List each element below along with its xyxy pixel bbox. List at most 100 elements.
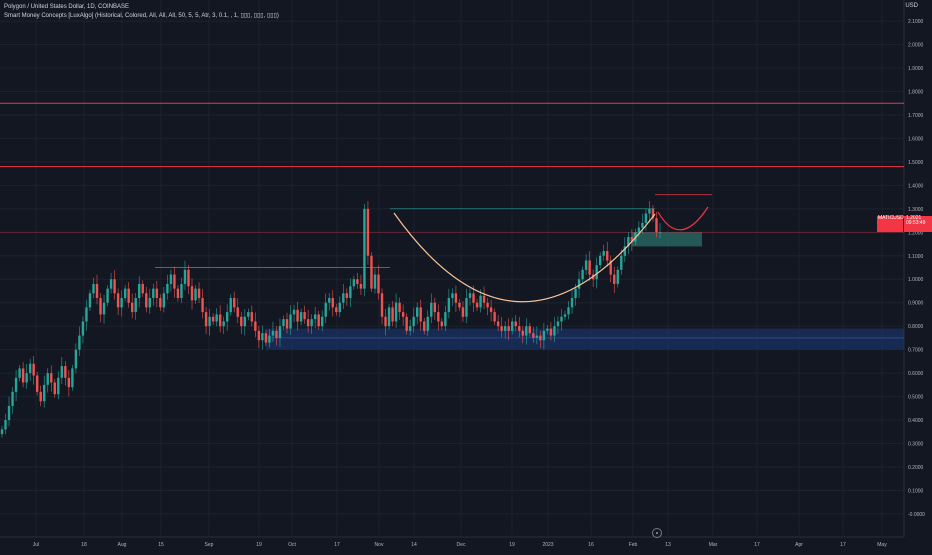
candle-body xyxy=(197,288,201,299)
candle-body xyxy=(342,293,345,303)
candle-body xyxy=(651,208,655,219)
candle-body xyxy=(123,288,127,299)
symbol-title[interactable]: Polygon / United States Dollar, 1D, COIN… xyxy=(4,4,130,10)
candle-body xyxy=(370,255,373,289)
candle-body xyxy=(514,321,517,327)
candle-body xyxy=(595,265,598,280)
x-tick-label: 19 xyxy=(509,542,515,548)
candle-body xyxy=(11,391,14,406)
y-tick-label: 1.6000 xyxy=(908,136,924,142)
candle-body xyxy=(475,302,479,308)
candle-body xyxy=(423,321,426,331)
candle-body xyxy=(159,298,162,308)
y-tick-label: 1.9000 xyxy=(908,66,924,72)
candle-body xyxy=(380,293,384,317)
candle-body xyxy=(556,321,560,327)
candle-body xyxy=(363,208,366,289)
y-tick-label: 1.7000 xyxy=(908,113,924,119)
candle-body xyxy=(567,307,570,315)
candle-body xyxy=(598,255,602,266)
candle-body xyxy=(616,269,619,284)
candle-body xyxy=(553,326,556,336)
candle-body xyxy=(317,314,320,327)
indicator-title[interactable]: Smart Money Concepts [LuxAlgo] (Historic… xyxy=(4,13,279,19)
y-tick-label: 0.2000 xyxy=(908,465,924,471)
candle-body xyxy=(85,307,88,322)
candle-body xyxy=(261,333,264,341)
y-tick-label: 0.7000 xyxy=(908,348,924,354)
y-tick-label: 0.3000 xyxy=(908,442,924,448)
x-tick-label: 16 xyxy=(588,542,594,548)
y-tick-label: 2.0000 xyxy=(908,43,924,49)
y-tick-label: -0.0000 xyxy=(908,512,925,518)
candle-body xyxy=(254,321,257,331)
candle-body xyxy=(204,312,208,327)
x-tick-label: 14 xyxy=(411,542,417,548)
candle-body xyxy=(461,307,465,317)
candle-body xyxy=(116,293,120,308)
x-tick-label: 17 xyxy=(840,542,846,548)
candle-body xyxy=(39,391,42,402)
candle-body xyxy=(486,302,489,308)
candle-body xyxy=(518,326,521,331)
candle-body xyxy=(426,316,429,331)
candle-body xyxy=(419,307,422,322)
y-tick-label: 0.4000 xyxy=(908,418,924,424)
candle-body xyxy=(584,260,588,270)
candle-body xyxy=(14,377,18,392)
candle-body xyxy=(120,298,123,308)
x-tick-label: Nov xyxy=(375,542,384,548)
candle-body xyxy=(57,377,60,395)
candle-body xyxy=(271,330,275,336)
symbol-badge-text: MATICUSD xyxy=(878,215,904,221)
candle-body xyxy=(609,260,612,275)
candle-body xyxy=(35,375,39,392)
y-tick-label: 0.5000 xyxy=(908,395,924,401)
candle-body xyxy=(335,307,338,313)
candle-body xyxy=(18,368,21,378)
candle-body xyxy=(465,298,468,317)
candle-body xyxy=(25,373,28,383)
candle-body xyxy=(141,283,144,294)
candle-body xyxy=(511,321,514,331)
candle-body xyxy=(145,293,148,308)
candle-body xyxy=(451,293,454,299)
symbol-badge: MATICUSD xyxy=(877,215,904,232)
candle-body xyxy=(447,298,451,313)
candle-body xyxy=(525,326,528,336)
candle-body xyxy=(92,283,95,294)
candle-body xyxy=(250,312,254,322)
candle-body xyxy=(433,302,437,313)
y-tick-label: 0.9000 xyxy=(908,301,924,307)
candle-body xyxy=(644,213,648,223)
candle-body xyxy=(53,382,56,395)
candle-body xyxy=(88,293,92,308)
y-tick-label: 1.5000 xyxy=(908,160,924,166)
candle-body xyxy=(623,246,627,256)
candle-body xyxy=(169,274,173,284)
x-tick-label: 17 xyxy=(334,542,340,548)
candle-body xyxy=(7,405,11,421)
candle-body xyxy=(356,279,359,284)
candle-body xyxy=(482,295,486,303)
candle-body xyxy=(113,279,116,294)
x-tick-label: Sep xyxy=(205,542,214,548)
replay-icon[interactable] xyxy=(652,528,662,538)
handle-projection xyxy=(657,206,709,231)
x-tick-label: Feb xyxy=(629,542,638,548)
x-tick-label: May xyxy=(877,542,887,548)
candle-body xyxy=(637,227,641,233)
candle-body xyxy=(454,293,458,303)
candle-body xyxy=(50,373,53,383)
candle-body xyxy=(613,274,616,284)
candle-body xyxy=(257,330,261,341)
candle-body xyxy=(588,260,591,275)
candle-body xyxy=(190,286,194,301)
candle-body xyxy=(440,321,444,327)
candle-body xyxy=(81,321,85,336)
y-tick-label: 1.4000 xyxy=(908,183,924,189)
candle-body xyxy=(408,326,412,331)
candle-body xyxy=(127,288,130,303)
